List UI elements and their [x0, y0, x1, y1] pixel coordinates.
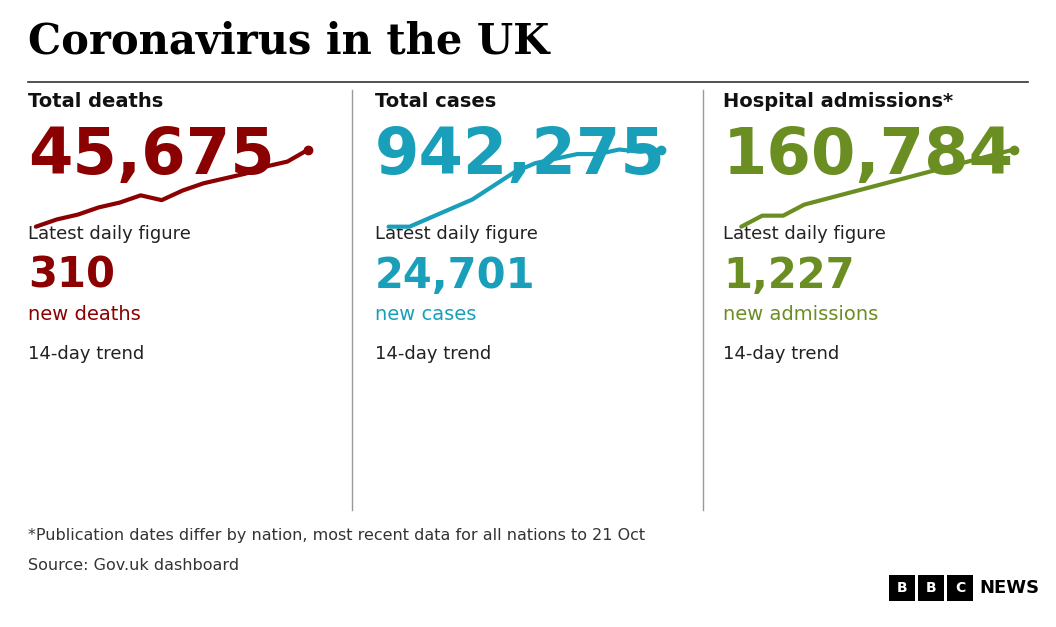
Text: 14-day trend: 14-day trend [29, 345, 145, 363]
Text: 14-day trend: 14-day trend [375, 345, 491, 363]
Bar [918, 575, 944, 601]
Text: NEWS: NEWS [979, 579, 1039, 597]
Text: Total deaths: Total deaths [29, 92, 164, 111]
Text: 310: 310 [29, 255, 115, 297]
Text: new cases: new cases [375, 305, 476, 324]
Text: Source: Gov.uk dashboard: Source: Gov.uk dashboard [29, 558, 239, 573]
Text: B: B [926, 581, 937, 595]
Text: 160,784: 160,784 [723, 125, 1014, 187]
Text: *Publication dates differ by nation, most recent data for all nations to 21 Oct: *Publication dates differ by nation, mos… [29, 528, 645, 543]
Bar [889, 575, 914, 601]
Text: 24,701: 24,701 [375, 255, 535, 297]
Text: 45,675: 45,675 [29, 125, 275, 187]
Text: C: C [955, 581, 965, 595]
Text: new deaths: new deaths [29, 305, 140, 324]
Bar [947, 575, 973, 601]
Text: Latest daily figure: Latest daily figure [723, 225, 886, 243]
Text: B: B [897, 581, 907, 595]
Text: Latest daily figure: Latest daily figure [29, 225, 191, 243]
Text: 1,227: 1,227 [723, 255, 854, 297]
Text: 14-day trend: 14-day trend [723, 345, 840, 363]
Text: Latest daily figure: Latest daily figure [375, 225, 538, 243]
Text: Coronavirus in the UK: Coronavirus in the UK [29, 20, 549, 62]
Text: 942,275: 942,275 [375, 125, 666, 187]
Text: new admissions: new admissions [723, 305, 879, 324]
Text: Total cases: Total cases [375, 92, 496, 111]
Text: Hospital admissions*: Hospital admissions* [723, 92, 954, 111]
